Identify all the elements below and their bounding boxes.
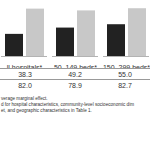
html-text:82.0: 82.0 <box>18 81 32 89</box>
html-text:d for hospital characteristics: d for hospital characteristics, communit… <box>1 102 134 107</box>
html-text:et, and geographic characteris: et, and geographic characteristics in Ta… <box>1 108 92 113</box>
html-text:78.9: 78.9 <box>68 81 82 89</box>
svg-text:ll hospitals*: ll hospitals* <box>7 64 43 68</box>
html-text:82.7: 82.7 <box>118 81 132 89</box>
html-text:verage marginal effect.: verage marginal effect. <box>1 96 48 101</box>
html-text:55.0: 55.0 <box>118 70 132 78</box>
html-text:49.2: 49.2 <box>68 70 82 78</box>
svg-text:150–299 beds*: 150–299 beds* <box>103 64 150 68</box>
svg-text:50–149 beds*: 50–149 beds* <box>54 64 97 68</box>
html-text:38.3: 38.3 <box>18 70 32 78</box>
